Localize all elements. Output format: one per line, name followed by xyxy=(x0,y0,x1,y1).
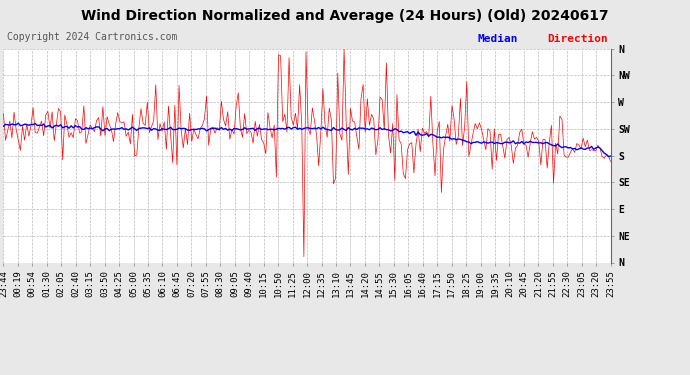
Text: Copyright 2024 Cartronics.com: Copyright 2024 Cartronics.com xyxy=(7,32,177,42)
Text: Wind Direction Normalized and Average (24 Hours) (Old) 20240617: Wind Direction Normalized and Average (2… xyxy=(81,9,609,23)
Text: Direction: Direction xyxy=(547,34,608,44)
Text: Median: Median xyxy=(477,34,518,44)
